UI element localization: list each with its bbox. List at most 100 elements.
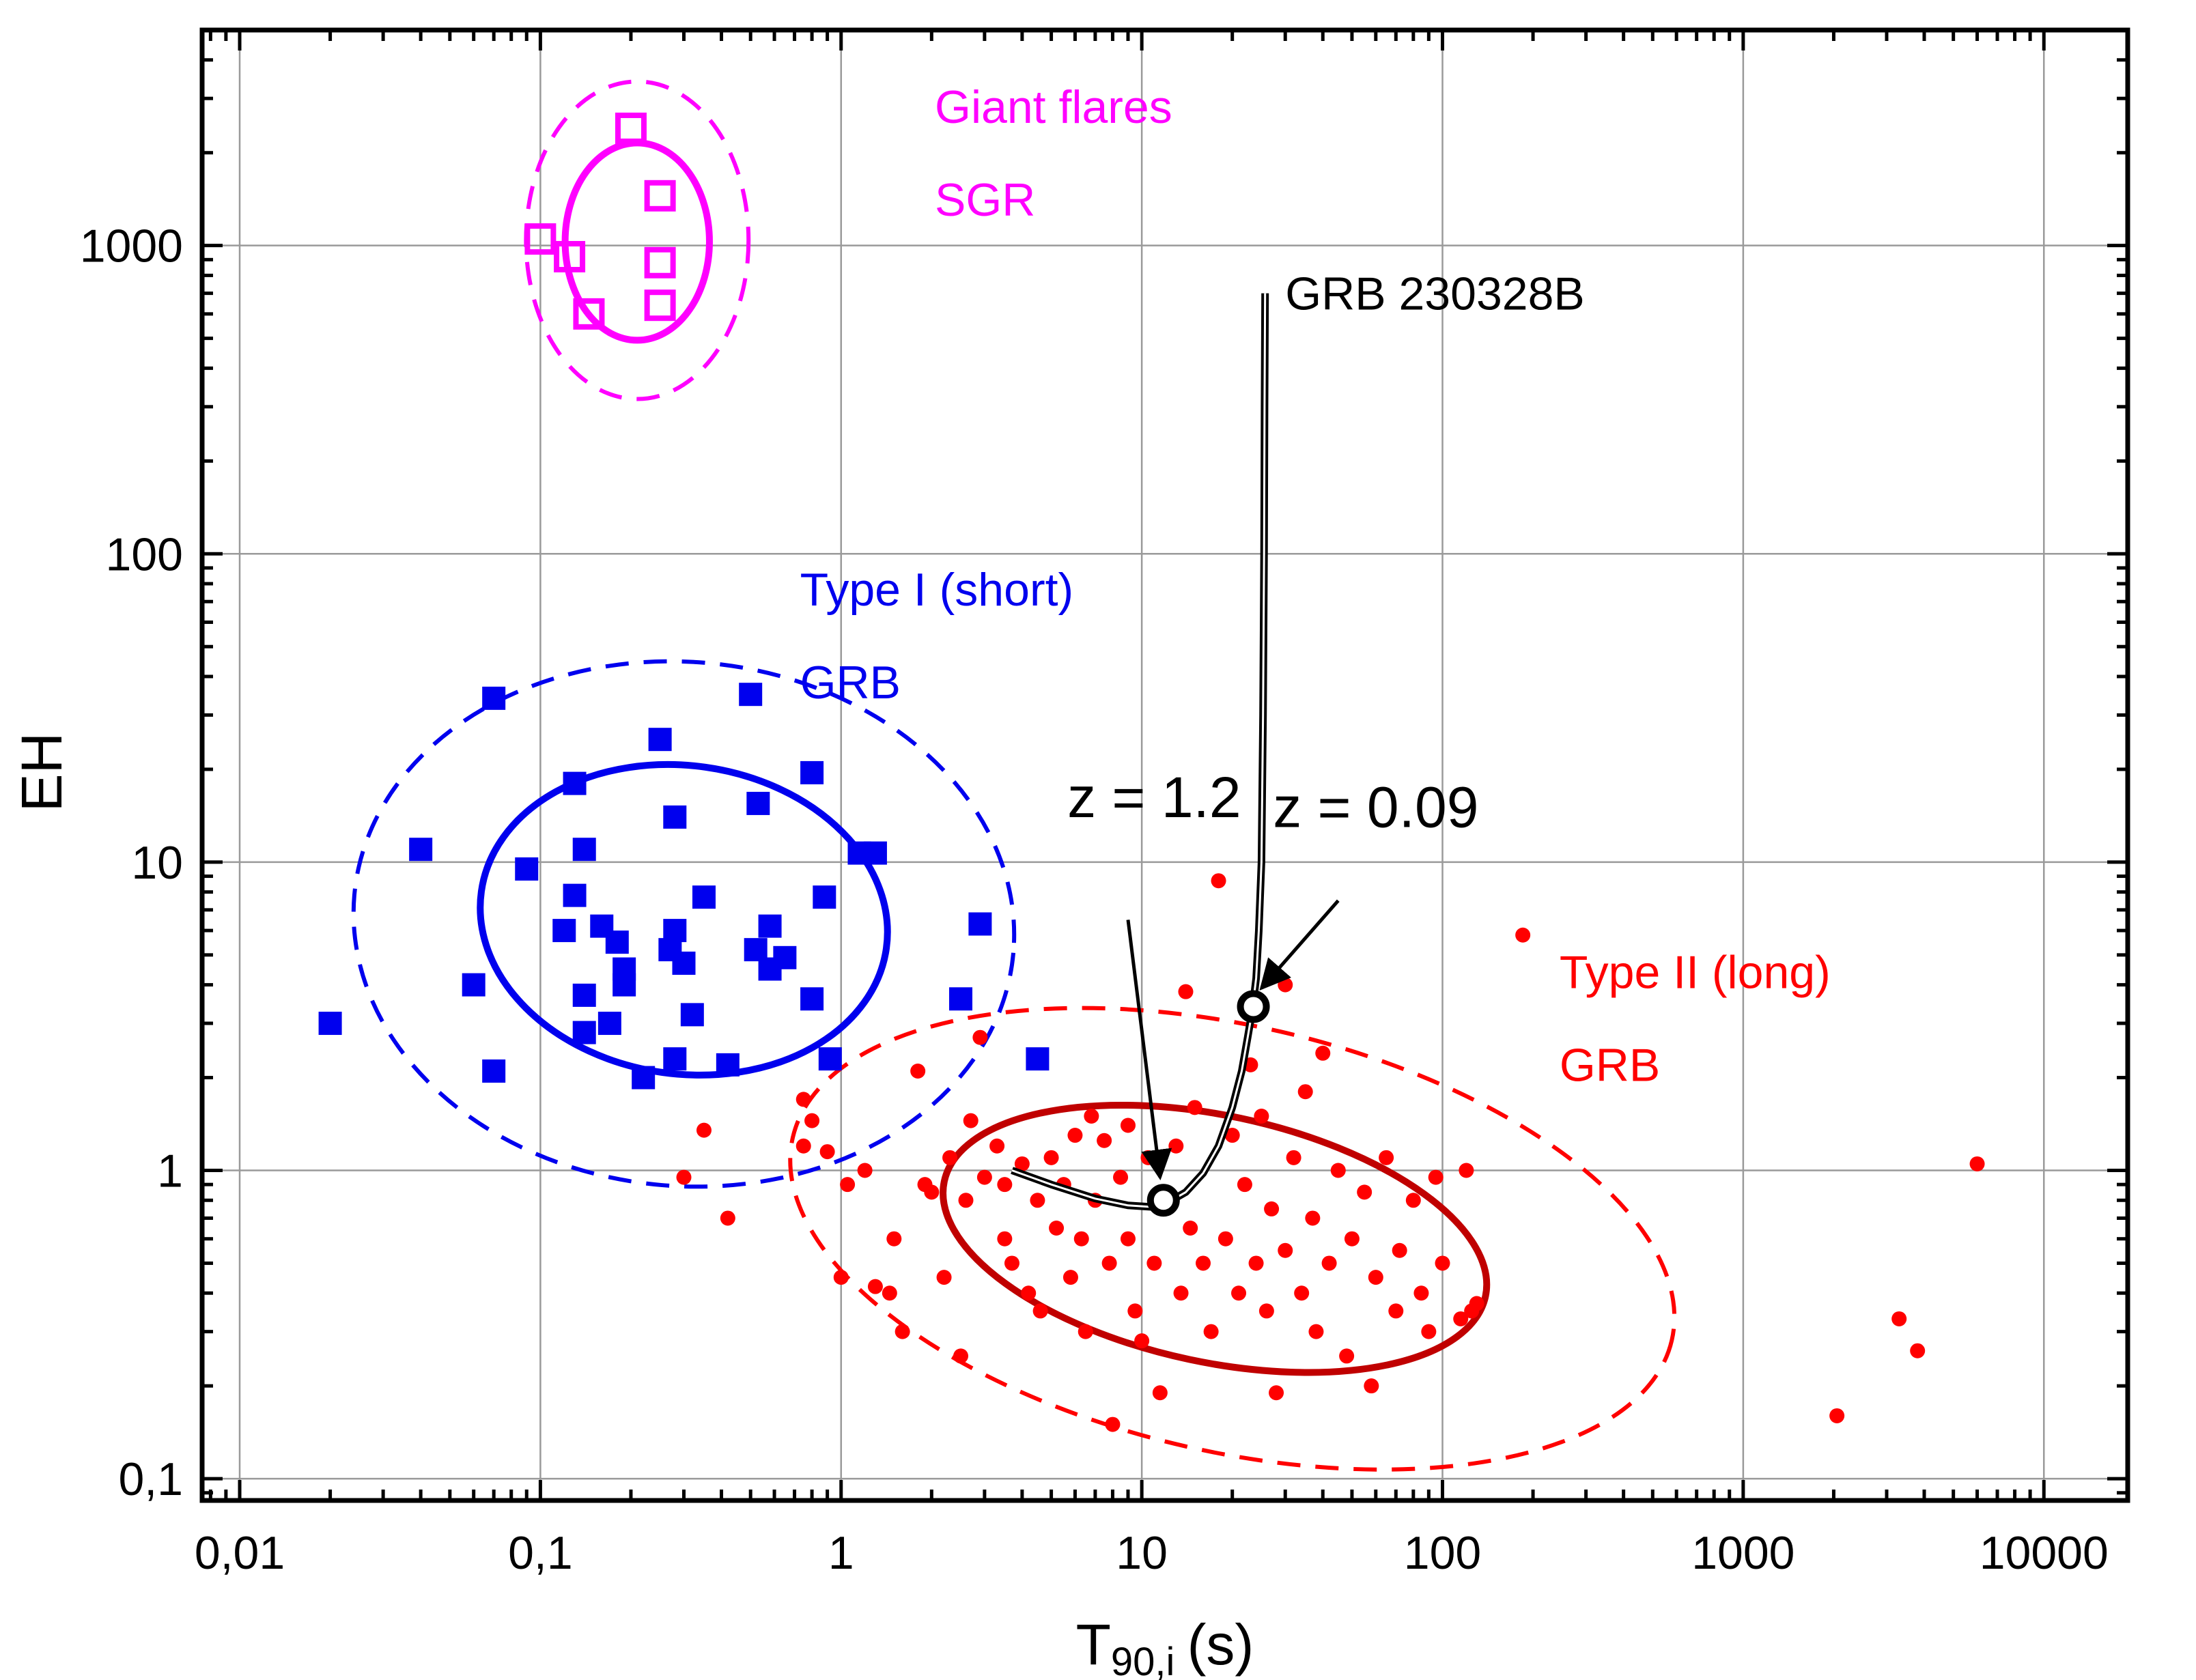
x-axis-title-main: T [1076,1612,1111,1677]
long-grb-point [1173,1285,1189,1301]
short-grb-point [773,945,797,969]
short-grb-point [563,883,587,907]
x-tick-label: 100 [1404,1527,1481,1579]
marker-z-high [1146,1184,1180,1217]
y-tick-label: 10 [131,837,183,889]
long-grb-point [1344,1231,1360,1247]
ellipse-short-outer [351,659,1017,1189]
long-grb-point [1168,1138,1184,1154]
annotation-label-6: GRB [1560,1040,1660,1092]
long-grb-point [1231,1285,1247,1301]
sgr-point [554,241,586,273]
long-grb-point [953,1348,969,1364]
short-grb-point [863,841,887,865]
long-grb-point [963,1113,979,1128]
long-grb-point [989,1138,1005,1154]
long-grb-point [1073,1231,1089,1247]
long-grb-point [857,1163,873,1178]
short-grb-point [605,930,629,954]
long-grb-point [1388,1303,1404,1319]
annotation-label-0: Giant flares [935,81,1172,133]
long-grb-point [1515,927,1531,943]
short-grb-point [746,791,770,815]
short-grb-point [462,973,485,997]
long-grb-point [676,1169,692,1185]
short-grb-point [648,728,672,752]
long-grb-point [1357,1184,1372,1200]
y-tick-label: 0,1 [118,1453,183,1505]
long-grb-point [796,1138,811,1154]
short-grb-point [482,1059,506,1083]
ellipse-long-inner [940,1101,1491,1376]
long-grb-point [1097,1133,1112,1148]
long-grb-point [1315,1045,1331,1061]
long-grb-point [1969,1156,1985,1171]
long-grb-point [1305,1210,1321,1226]
long-grb-point [1330,1163,1346,1178]
y-tick-label: 1 [157,1145,183,1197]
long-grb-point [958,1193,974,1208]
long-grb-point [1379,1150,1394,1165]
x-tick-label: 1 [828,1527,854,1579]
label-z-low: z = 0.09 [1273,775,1478,839]
long-grb-point [819,1144,835,1160]
x-tick-label: 10000 [1980,1527,2109,1579]
x-tick-label: 1000 [1691,1527,1794,1579]
ellipse-short-inner [477,760,891,1079]
y-axis-title: EH [10,732,74,812]
long-grb-point [1364,1378,1379,1394]
short-grb-point [663,1047,687,1071]
long-grb-point [1021,1285,1037,1301]
x-tick-label: 0,01 [195,1527,285,1579]
long-grb-point [1211,873,1226,889]
sgr-point [573,298,605,330]
annotation-label-5: Type II (long) [1560,947,1831,999]
annotations: z = 1.2 z = 0.09 Giant flares SGR Type I (sh… [800,81,1831,1217]
short-grb-point [680,1003,704,1027]
sgr-point [644,246,676,279]
long-grb-point [1203,1324,1219,1339]
long-grb-point [1152,1385,1168,1401]
short-grb-point [672,951,696,975]
short-grb-point [632,1066,656,1090]
long-grb-point [1030,1193,1045,1208]
long-grb-point [720,1210,735,1226]
long-grb-point [1043,1150,1059,1165]
long-grb-point [1062,1270,1078,1285]
long-grb-point [1435,1255,1450,1271]
long-grb-point [976,1169,992,1185]
short-grb-point [818,1047,842,1071]
data-points [318,112,1985,1432]
long-grb-point [1237,1177,1252,1193]
long-grb-point [997,1231,1013,1247]
short-grb-point [482,686,506,710]
long-grb-point [1248,1255,1264,1271]
long-grb-point [804,1113,820,1128]
long-grb-point [1217,1231,1233,1247]
track-line-inner [1011,293,1267,1208]
long-grb-point [1413,1285,1429,1301]
y-tick-label: 1000 [80,220,183,272]
annotation-label-4: GRB 230328B [1285,268,1585,319]
long-grb-point [1049,1221,1065,1236]
short-grb-point [318,1012,342,1036]
long-grb-point [1224,1128,1240,1143]
label-z-high: z = 1.2 [1067,765,1241,829]
long-grb-point [1459,1163,1474,1178]
long-grb-point [796,1092,811,1107]
short-grb-point [716,1053,740,1077]
long-grb-point [1113,1169,1129,1185]
long-grb-point [1368,1270,1383,1285]
long-grb-point [1910,1343,1926,1358]
long-grb-point [1264,1201,1280,1216]
long-grb-point [886,1231,902,1247]
long-grb-point [1140,1150,1156,1165]
long-grb-point [1278,977,1293,993]
short-grb-point [663,919,687,943]
long-grb-point [1469,1296,1484,1311]
short-grb-point [515,857,539,881]
sgr-point [524,223,557,255]
short-grb-point [968,912,992,936]
long-grb-point [1829,1408,1845,1423]
